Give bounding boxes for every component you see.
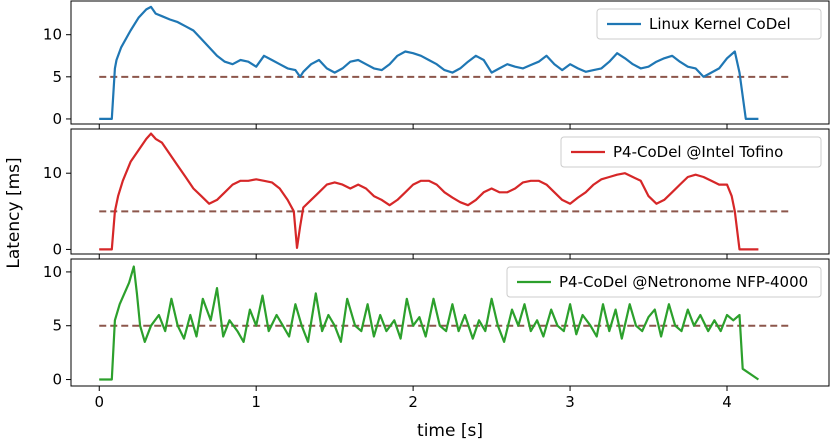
axes-frame xyxy=(70,0,830,125)
x-tick-label: 2 xyxy=(408,393,418,411)
panel-2: 0 10 P4-CoDel @Intel Tofino xyxy=(43,128,830,259)
x-tick-label: 4 xyxy=(722,393,732,411)
y-axis-label: Latency [ms] xyxy=(4,157,24,268)
panel-3: 0 5 10 0 1 2 3 4 P4-CoDel @Netronome NFP-4000 xyxy=(43,258,830,411)
x-tick-label: 1 xyxy=(251,393,261,411)
legend-label: P4-CoDel @Netronome NFP-4000 xyxy=(559,273,808,291)
y-tick-label: 10 xyxy=(43,164,62,182)
y-tick-label: 0 xyxy=(52,240,62,258)
legend-label: P4-CoDel @Intel Tofino xyxy=(613,143,783,161)
legend-box xyxy=(560,136,822,168)
series-line xyxy=(99,132,759,251)
y-tick-label: 10 xyxy=(43,263,62,281)
legend-label: Linux Kernel CoDel xyxy=(649,15,791,33)
legend-box xyxy=(596,8,822,40)
y-tick-label: 0 xyxy=(52,110,62,128)
x-tick-label: 3 xyxy=(565,393,575,411)
y-tick-label: 5 xyxy=(52,68,62,86)
y-tick-label: 10 xyxy=(43,26,62,44)
axes-frame xyxy=(70,258,830,387)
x-axis-label: time [s] xyxy=(417,421,483,441)
y-tick-label: 0 xyxy=(52,371,62,389)
panel-1: 0 5 10 Linux Kernel CoDel xyxy=(43,0,830,129)
y-tick-label: 5 xyxy=(52,317,62,335)
axes-frame xyxy=(70,128,830,255)
series-line xyxy=(99,5,759,121)
series-line xyxy=(99,265,760,381)
legend-box xyxy=(506,266,822,298)
x-tick-label: 0 xyxy=(94,393,104,411)
